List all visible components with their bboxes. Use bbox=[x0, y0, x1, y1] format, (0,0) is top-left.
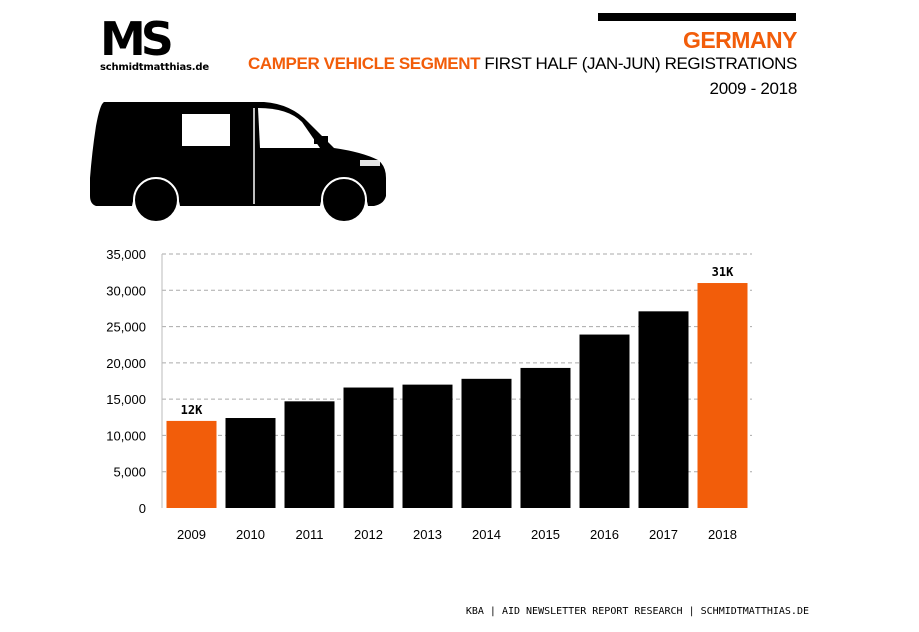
bar-2017 bbox=[638, 311, 689, 508]
x-tick-label: 2012 bbox=[354, 527, 383, 542]
y-tick-label: 35,000 bbox=[106, 247, 146, 262]
bars-layer bbox=[166, 283, 748, 508]
subtitle-rest: FIRST HALF (JAN-JUN) REGISTRATIONS bbox=[480, 54, 797, 73]
header-bar bbox=[598, 13, 796, 21]
camper-van-icon bbox=[90, 102, 386, 223]
y-tick-label: 5,000 bbox=[113, 465, 146, 480]
chart-country-title: GERMANY bbox=[682, 27, 798, 53]
labels-layer: 0 5,000 10,000 15,000 20,000 25,000 30,000 35,0… bbox=[106, 247, 737, 542]
brand-logo: MS schmidtmatthias.de bbox=[100, 14, 210, 73]
bar-2010 bbox=[225, 418, 276, 508]
data-label-2018: 31K bbox=[712, 265, 734, 279]
x-tick-label: 2010 bbox=[236, 527, 265, 542]
x-tick-label: 2015 bbox=[531, 527, 560, 542]
brand-site: schmidtmatthias.de bbox=[100, 62, 209, 73]
bar-2009 bbox=[166, 420, 217, 508]
bar-2013 bbox=[402, 384, 453, 508]
x-tick-label: 2018 bbox=[708, 527, 737, 542]
y-tick-label: 15,000 bbox=[106, 392, 146, 407]
y-tick-label: 20,000 bbox=[106, 356, 146, 371]
bar-2014 bbox=[461, 378, 512, 508]
y-tick-label: 10,000 bbox=[106, 428, 146, 443]
bar-2012 bbox=[343, 387, 394, 508]
y-tick-label: 30,000 bbox=[106, 283, 146, 298]
bar-2018 bbox=[697, 283, 748, 508]
y-tick-label: 0 bbox=[139, 501, 146, 516]
footer-source: KBA | AID NEWSLETTER REPORT RESEARCH | S… bbox=[465, 606, 809, 617]
y-tick-label: 25,000 bbox=[106, 320, 146, 335]
x-tick-label: 2017 bbox=[649, 527, 678, 542]
bar-2011 bbox=[284, 401, 335, 508]
x-tick-label: 2013 bbox=[413, 527, 442, 542]
x-tick-label: 2016 bbox=[590, 527, 619, 542]
x-tick-label: 2009 bbox=[177, 527, 206, 542]
bar-2015 bbox=[520, 367, 571, 508]
bar-2016 bbox=[579, 334, 630, 508]
chart-years: 2009 - 2018 bbox=[709, 79, 798, 98]
chart-subtitle: CAMPER VEHICLE SEGMENT FIRST HALF (JAN-J… bbox=[248, 54, 797, 74]
data-label-2009: 12K bbox=[181, 403, 203, 417]
ms-logo-icon: MS bbox=[100, 12, 174, 66]
x-tick-label: 2014 bbox=[472, 527, 501, 542]
x-tick-label: 2011 bbox=[296, 527, 324, 542]
subtitle-highlight: CAMPER VEHICLE SEGMENT bbox=[248, 54, 481, 73]
